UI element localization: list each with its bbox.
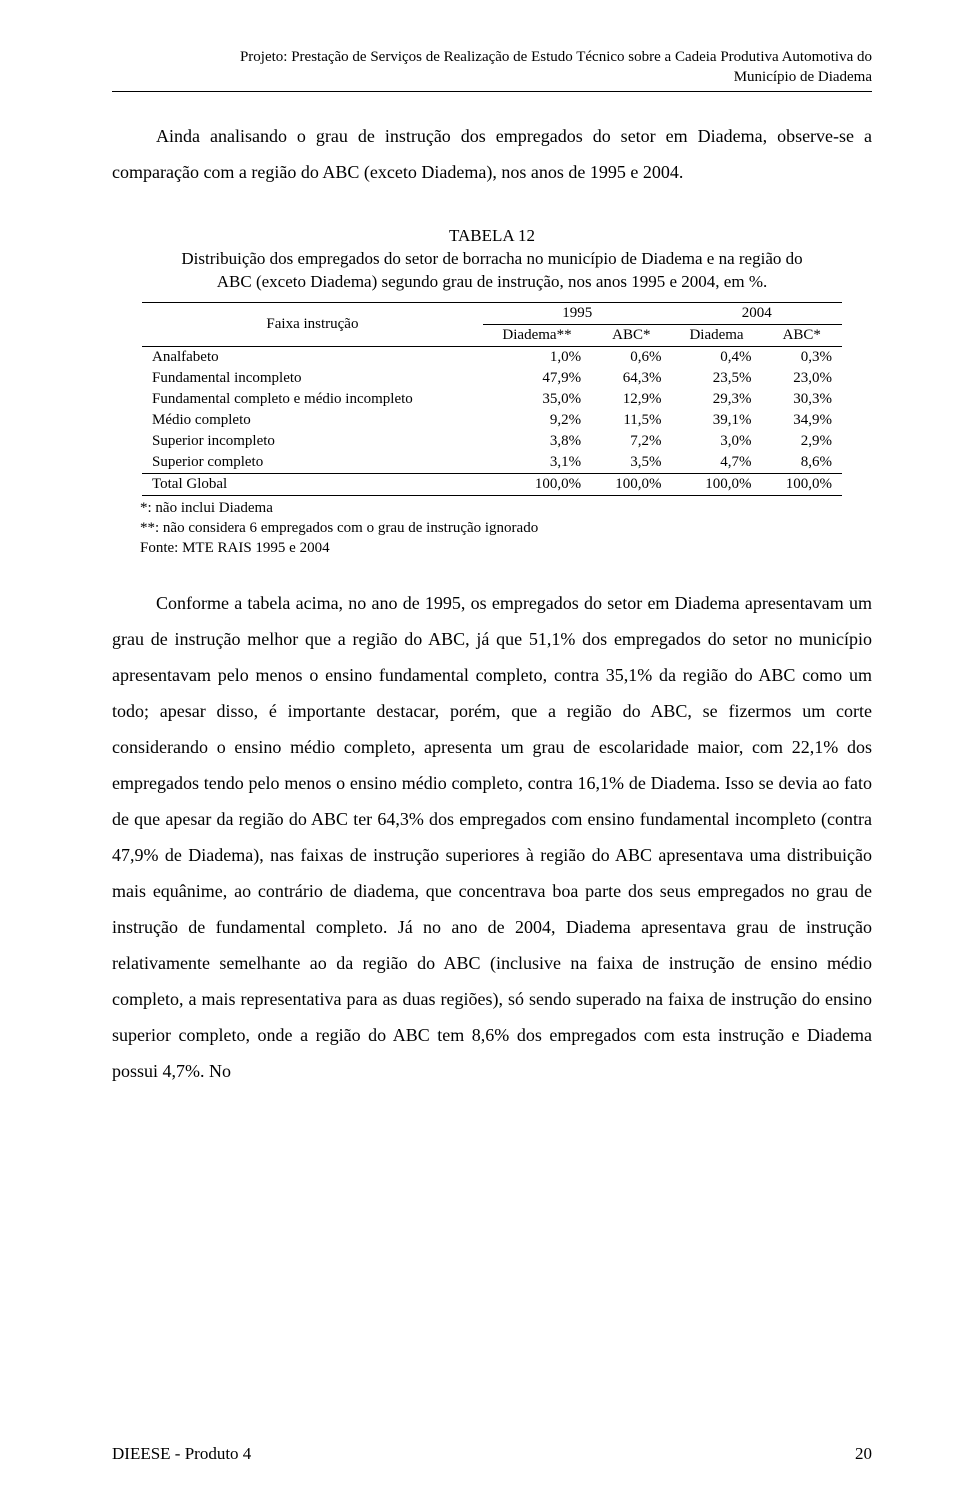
row-value: 0,6%: [591, 346, 671, 368]
row-label: Superior incompleto: [142, 431, 483, 452]
row-value: 7,2%: [591, 431, 671, 452]
row-label: Médio completo: [142, 410, 483, 431]
row-label: Superior completo: [142, 452, 483, 474]
table-row: Superior incompleto 3,8% 7,2% 3,0% 2,9%: [142, 431, 842, 452]
row-value: 12,9%: [591, 389, 671, 410]
table-total-row: Total Global 100,0% 100,0% 100,0% 100,0%: [142, 473, 842, 495]
footer: DIEESE - Produto 4 20: [112, 1444, 872, 1464]
table-row: Fundamental completo e médio incompleto …: [142, 389, 842, 410]
table-row: Superior completo 3,1% 3,5% 4,7% 8,6%: [142, 452, 842, 474]
row-label: Analfabeto: [142, 346, 483, 368]
table-notes: *: não inclui Diadema **: não considera …: [140, 498, 872, 559]
row-label: Fundamental incompleto: [142, 368, 483, 389]
row-value: 11,5%: [591, 410, 671, 431]
col-header-2004: 2004: [672, 302, 842, 324]
row-value: 8,6%: [762, 452, 842, 474]
header-line-2: Município de Diadema: [734, 69, 872, 85]
row-value: 34,9%: [762, 410, 842, 431]
col-header-1995: 1995: [483, 302, 672, 324]
page-number: 20: [855, 1444, 872, 1464]
row-value: 3,0%: [672, 431, 762, 452]
table-row: Médio completo 9,2% 11,5% 39,1% 34,9%: [142, 410, 842, 431]
page: Projeto: Prestação de Serviços de Realiz…: [0, 0, 960, 1504]
note-3: Fonte: MTE RAIS 1995 e 2004: [140, 540, 330, 556]
note-1: *: não inclui Diadema: [140, 500, 273, 516]
row-value: 0,4%: [672, 346, 762, 368]
row-value: 0,3%: [762, 346, 842, 368]
subcol-diadema-2004: Diadema: [672, 324, 762, 346]
table-number: TABELA 12: [112, 226, 872, 246]
paragraph-2: Conforme a tabela acima, no ano de 1995,…: [112, 585, 872, 1089]
row-value: 1,0%: [483, 346, 591, 368]
total-value: 100,0%: [591, 473, 671, 495]
footer-left: DIEESE - Produto 4: [112, 1444, 251, 1464]
total-label: Total Global: [142, 473, 483, 495]
row-value: 4,7%: [672, 452, 762, 474]
running-header: Projeto: Prestação de Serviços de Realiz…: [112, 48, 872, 92]
row-value: 29,3%: [672, 389, 762, 410]
row-value: 3,5%: [591, 452, 671, 474]
col-header-faixa: Faixa instrução: [142, 302, 483, 346]
row-value: 2,9%: [762, 431, 842, 452]
row-value: 9,2%: [483, 410, 591, 431]
subcol-abc-1995: ABC*: [591, 324, 671, 346]
row-value: 30,3%: [762, 389, 842, 410]
row-label: Fundamental completo e médio incompleto: [142, 389, 483, 410]
header-line-1: Projeto: Prestação de Serviços de Realiz…: [240, 49, 872, 65]
paragraph-1: Ainda analisando o grau de instrução dos…: [112, 118, 872, 190]
subcol-abc-2004: ABC*: [762, 324, 842, 346]
row-value: 3,1%: [483, 452, 591, 474]
row-value: 23,5%: [672, 368, 762, 389]
row-value: 23,0%: [762, 368, 842, 389]
note-2: **: não considera 6 empregados com o gra…: [140, 520, 538, 536]
total-value: 100,0%: [762, 473, 842, 495]
row-value: 39,1%: [672, 410, 762, 431]
total-value: 100,0%: [672, 473, 762, 495]
table-row: Analfabeto 1,0% 0,6% 0,4% 0,3%: [142, 346, 842, 368]
row-value: 35,0%: [483, 389, 591, 410]
table-title: Distribuição dos empregados do setor de …: [172, 248, 812, 294]
row-value: 64,3%: [591, 368, 671, 389]
row-value: 3,8%: [483, 431, 591, 452]
table-row: Fundamental incompleto 47,9% 64,3% 23,5%…: [142, 368, 842, 389]
subcol-diadema-1995: Diadema**: [483, 324, 591, 346]
row-value: 47,9%: [483, 368, 591, 389]
data-table: Faixa instrução 1995 2004 Diadema** ABC*…: [142, 302, 842, 496]
total-value: 100,0%: [483, 473, 591, 495]
